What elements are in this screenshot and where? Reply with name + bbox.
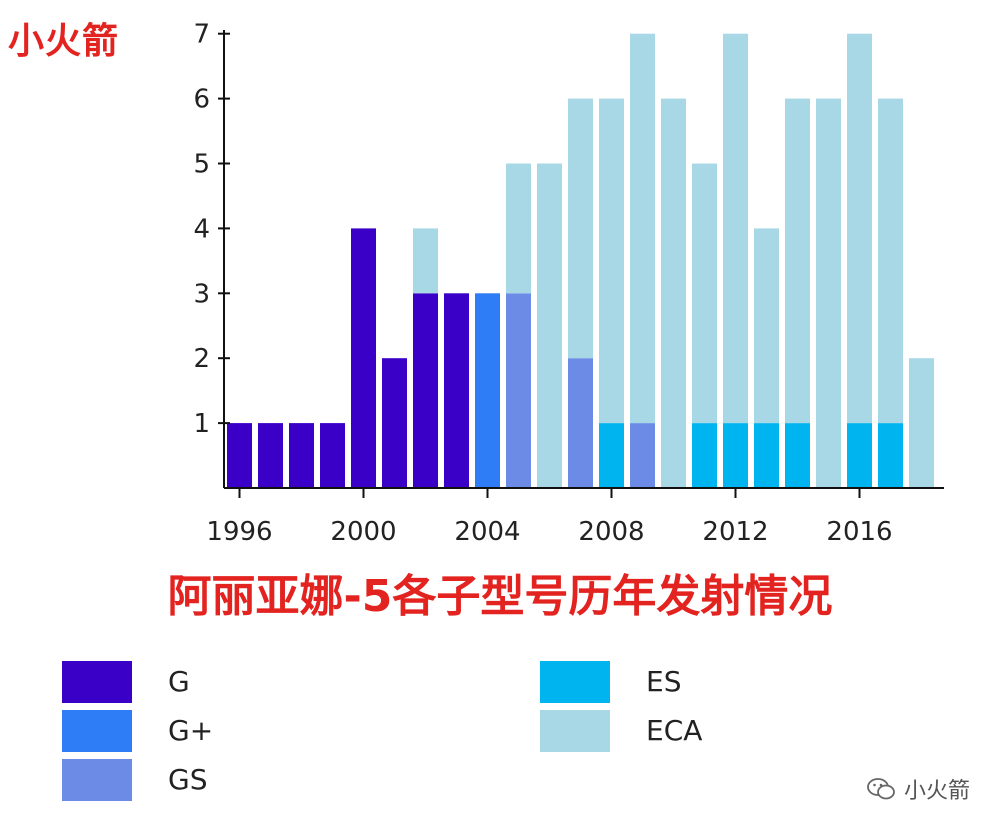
bars-group: [227, 33, 934, 488]
bar-es-2013: [754, 423, 779, 488]
legend-swatch: [540, 710, 610, 752]
bar-eca-2007: [568, 98, 593, 359]
legend-label: G+: [168, 714, 214, 747]
legend-swatch: [540, 661, 610, 703]
bar-gs-2005: [506, 293, 531, 488]
bar-eca-2014: [785, 98, 810, 424]
wechat-icon: [867, 778, 895, 800]
legend-swatch: [62, 759, 132, 801]
chart-title: 阿丽亚娜-5各子型号历年发射情况: [167, 571, 833, 622]
bar-g-2003: [444, 293, 469, 488]
bar-es-2014: [785, 423, 810, 488]
bar-gplus-2004: [475, 293, 500, 488]
bar-eca-2010: [661, 98, 686, 488]
bar-eca-2009: [630, 33, 655, 424]
bar-g-2000: [351, 228, 376, 488]
x-tick-label-2004: 2004: [454, 517, 520, 547]
bar-g-1999: [320, 423, 345, 488]
bar-es-2016: [847, 423, 872, 488]
brand-logo-text: 小火箭: [8, 21, 120, 62]
bar-eca-2005: [506, 163, 531, 294]
legend-swatch: [62, 710, 132, 752]
legend-swatch: [62, 661, 132, 703]
bar-g-1996: [227, 423, 252, 488]
bar-eca-2008: [599, 98, 624, 424]
legend-label: ECA: [646, 714, 703, 747]
bar-es-2011: [692, 423, 717, 488]
bar-g-2002: [413, 293, 438, 488]
watermark-text: 小火箭: [903, 779, 970, 804]
bar-g-2001: [382, 358, 407, 488]
bar-eca-2012: [723, 33, 748, 424]
bar-gs-2007: [568, 358, 593, 488]
bar-eca-2013: [754, 228, 779, 424]
y-tick-label-5: 5: [193, 150, 210, 180]
x-tick-label-1996: 1996: [206, 517, 272, 547]
legend-label: GS: [168, 763, 208, 796]
bar-gs-2009: [630, 423, 655, 488]
y-tick-label-1: 1: [193, 409, 210, 439]
bar-es-2017: [878, 423, 903, 488]
y-tick-label-3: 3: [193, 279, 210, 309]
bar-eca-2018: [909, 358, 934, 488]
bar-es-2012: [723, 423, 748, 488]
bar-eca-2017: [878, 98, 903, 424]
bar-eca-2015: [816, 98, 841, 488]
x-tick-label-2012: 2012: [702, 517, 768, 547]
y-tick-label-6: 6: [193, 85, 210, 115]
bar-eca-2016: [847, 33, 872, 424]
y-tick-label-4: 4: [193, 214, 210, 244]
stacked-bar-chart: 1 2 3 4 5 6 7 1996 2000 2004 2008 2012 2016: [193, 20, 944, 547]
legend-label: G: [168, 665, 190, 698]
bar-es-2008: [599, 423, 624, 488]
legend-label: ES: [646, 665, 682, 698]
x-tick-label-2000: 2000: [330, 517, 396, 547]
bar-g-1997: [258, 423, 283, 488]
x-tick-label-2016: 2016: [826, 517, 892, 547]
x-tick-label-2008: 2008: [578, 517, 644, 547]
bar-eca-2011: [692, 163, 717, 424]
y-tick-label-7: 7: [193, 20, 210, 50]
bar-eca-2002: [413, 228, 438, 294]
y-tick-label-2: 2: [193, 344, 210, 374]
bar-eca-2006: [537, 163, 562, 488]
axes-group: 1 2 3 4 5 6 7 1996 2000 2004 2008 2012 2016: [193, 20, 944, 547]
watermark: 小火箭: [866, 773, 970, 805]
bar-g-1998: [289, 423, 314, 488]
